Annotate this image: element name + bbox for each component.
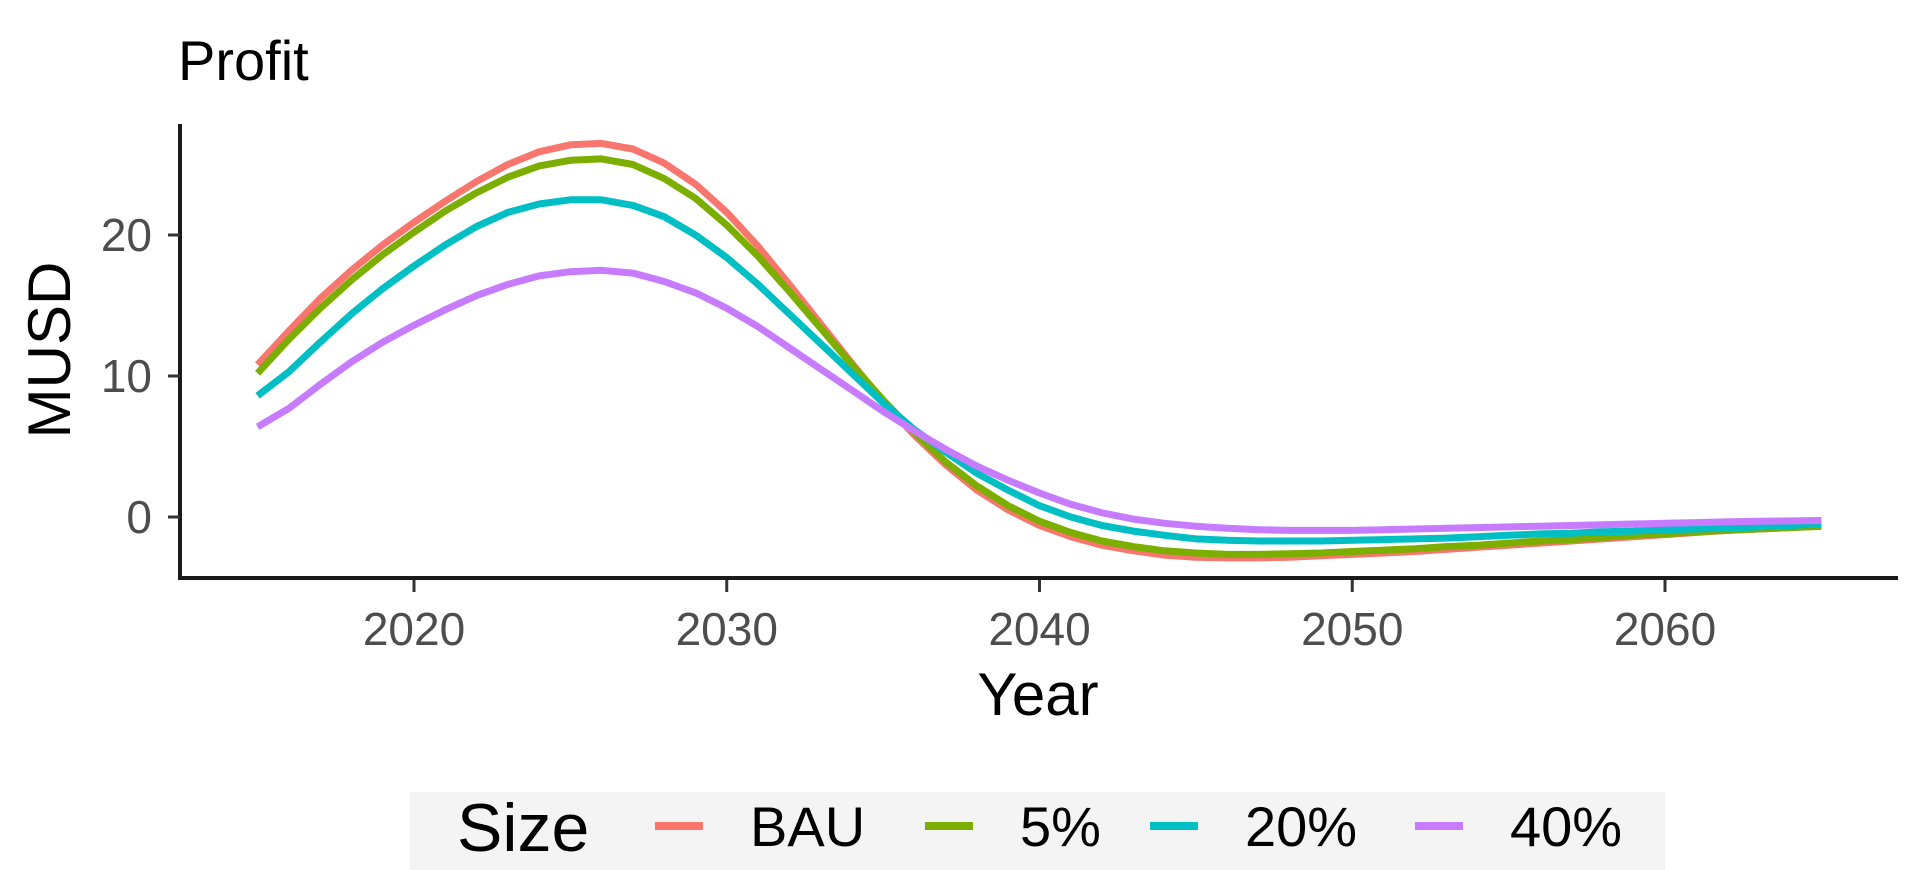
x-axis-ticks: 2020 2030 2040 2050 2060	[363, 580, 1716, 655]
x-tick-label: 2030	[676, 603, 778, 655]
y-tick-label: 0	[126, 491, 152, 543]
legend-label: 40%	[1510, 795, 1622, 858]
x-tick-label: 2050	[1301, 603, 1403, 655]
legend-label: 20%	[1245, 795, 1357, 858]
legend-title: Size	[457, 790, 589, 866]
x-tick-label: 2020	[363, 603, 465, 655]
x-tick-label: 2040	[988, 603, 1090, 655]
series-line-5pct	[255, 155, 1822, 558]
chart-title: Profit	[178, 29, 309, 92]
x-tick-label: 2060	[1614, 603, 1716, 655]
series-line-20pct	[255, 196, 1822, 545]
legend-label: 5%	[1020, 795, 1101, 858]
y-tick-label: 20	[101, 209, 152, 261]
series-line-40pct	[255, 266, 1822, 534]
y-axis-title: MUSD	[16, 262, 83, 439]
series-lines	[255, 139, 1822, 562]
x-axis-title: Year	[977, 661, 1098, 728]
y-axis-ticks: 0 10 20	[101, 209, 180, 543]
legend-label: BAU	[750, 795, 865, 858]
y-tick-label: 10	[101, 350, 152, 402]
legend-background	[410, 792, 1665, 870]
legend: BAU 5% 20% 40%	[655, 795, 1622, 858]
